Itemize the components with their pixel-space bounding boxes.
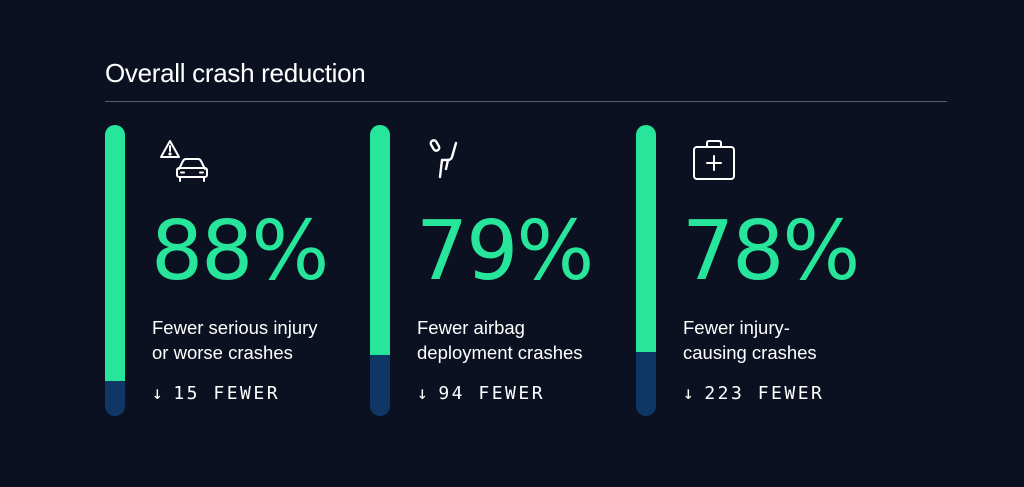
progress-bar bbox=[636, 125, 656, 416]
stat-description: Fewer serious injury or worse crashes bbox=[152, 315, 318, 365]
bar-fill bbox=[105, 125, 125, 382]
medical-kit-icon bbox=[688, 133, 740, 185]
title-divider bbox=[105, 101, 947, 102]
stat-card-injury-causing: 78% Fewer injury- causing crashes ↓ 223 F… bbox=[636, 125, 886, 417]
desc-line: Fewer injury- bbox=[683, 317, 790, 338]
stat-value: 78% bbox=[682, 204, 860, 299]
desc-line: or worse crashes bbox=[152, 342, 293, 363]
down-arrow-icon: ↓ bbox=[152, 383, 166, 404]
stat-card-airbag: 79% Fewer airbag deployment crashes ↓ 94 … bbox=[370, 125, 620, 417]
fewer-count: ↓ 15 FEWER bbox=[152, 383, 280, 404]
fewer-count: ↓ 94 FEWER bbox=[417, 383, 545, 404]
down-arrow-icon: ↓ bbox=[683, 383, 697, 404]
stat-description: Fewer injury- causing crashes bbox=[683, 315, 817, 365]
desc-line: Fewer serious injury bbox=[152, 317, 318, 338]
fewer-label: 94 FEWER bbox=[438, 383, 546, 404]
stat-value: 88% bbox=[151, 204, 329, 299]
fewer-label: 223 FEWER bbox=[704, 383, 825, 404]
bar-fill bbox=[370, 125, 390, 355]
fewer-label: 15 FEWER bbox=[173, 383, 281, 404]
stat-value: 79% bbox=[416, 204, 594, 299]
progress-bar bbox=[105, 125, 125, 416]
stat-card-serious-injury: 88% Fewer serious injury or worse crashe… bbox=[105, 125, 355, 417]
stat-description: Fewer airbag deployment crashes bbox=[417, 315, 583, 365]
bar-fill bbox=[636, 125, 656, 352]
desc-line: causing crashes bbox=[683, 342, 817, 363]
chart-title: Overall crash reduction bbox=[105, 58, 366, 88]
desc-line: Fewer airbag bbox=[417, 317, 525, 338]
fewer-count: ↓ 223 FEWER bbox=[683, 383, 824, 404]
down-arrow-icon: ↓ bbox=[417, 383, 431, 404]
desc-line: deployment crashes bbox=[417, 342, 583, 363]
car-warning-icon bbox=[157, 133, 209, 185]
progress-bar bbox=[370, 125, 390, 416]
airbag-seat-icon bbox=[422, 133, 474, 185]
